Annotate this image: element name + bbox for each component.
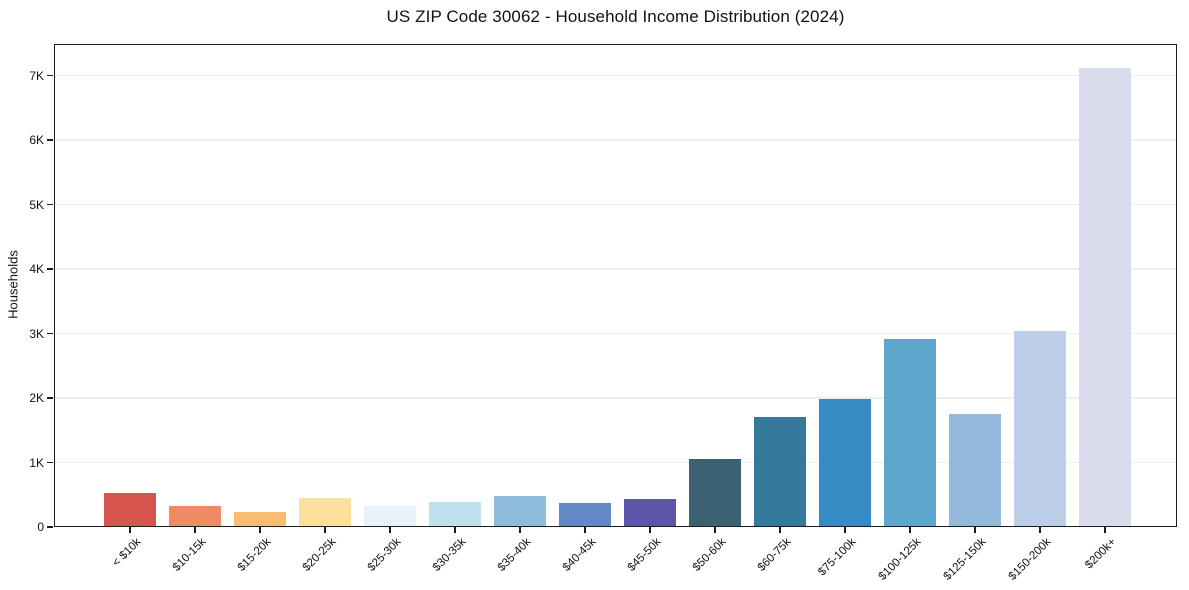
y-tick-label: 6K xyxy=(29,133,44,148)
gridline xyxy=(55,139,1176,141)
x-tick-mark xyxy=(389,527,391,533)
bar-40-45k xyxy=(559,503,611,527)
y-tick-mark xyxy=(47,139,53,141)
x-tick-mark xyxy=(649,527,651,533)
gridline xyxy=(55,461,1176,464)
y-tick-mark xyxy=(47,397,53,399)
bar-20-25k xyxy=(299,497,351,527)
x-tick-mark xyxy=(714,527,716,533)
plot-area xyxy=(54,44,1177,527)
bar-100-125k xyxy=(884,339,936,527)
bar-25-30k xyxy=(364,505,416,527)
y-tick-label: 7K xyxy=(29,68,44,83)
gridline xyxy=(55,203,1176,206)
bar-200k xyxy=(1079,67,1131,527)
x-tick-mark xyxy=(454,527,456,533)
gridline xyxy=(55,74,1176,77)
x-tick-mark xyxy=(1039,527,1041,533)
bar-35-40k xyxy=(494,496,546,527)
y-tick-label: 1K xyxy=(29,455,44,470)
y-tick-label: 3K xyxy=(29,326,44,341)
y-tick-label: 0 xyxy=(37,520,44,534)
x-tick-mark xyxy=(324,527,326,533)
y-tick-mark xyxy=(47,74,53,77)
axes-spines xyxy=(54,44,1177,527)
x-tick-mark xyxy=(584,527,586,533)
y-tick-mark xyxy=(47,203,53,206)
gridline xyxy=(55,268,1176,270)
bar-10-15k xyxy=(169,506,221,527)
bar-75-100k xyxy=(819,399,871,527)
x-tick-mark xyxy=(909,527,911,533)
y-tick-mark xyxy=(47,461,53,464)
x-tick-mark xyxy=(974,527,976,533)
y-tick-mark xyxy=(47,332,53,335)
y-tick-mark xyxy=(47,268,53,270)
x-tick-mark xyxy=(129,527,131,533)
y-tick-label: 2K xyxy=(29,391,44,406)
x-tick-mark xyxy=(194,527,196,533)
x-tick-mark xyxy=(779,527,781,533)
gridline xyxy=(55,397,1176,399)
x-tick-mark xyxy=(1104,527,1106,533)
gridline xyxy=(55,332,1176,335)
bar-30-35k xyxy=(429,501,481,527)
bar-150-200k xyxy=(1014,330,1066,527)
x-tick-mark xyxy=(844,527,846,533)
y-tick-mark xyxy=(47,526,53,528)
x-tick-mark xyxy=(259,527,261,533)
x-tick-mark xyxy=(519,527,521,533)
bar-60-75k xyxy=(754,417,806,527)
bar-15-20k xyxy=(234,511,286,527)
y-tick-label: 5K xyxy=(29,197,44,212)
bar-50-60k xyxy=(689,459,741,527)
bar-10k xyxy=(104,493,156,527)
y-tick-label: 4K xyxy=(29,262,44,277)
chart-title: US ZIP Code 30062 - Household Income Dis… xyxy=(386,7,845,26)
bar-125-150k xyxy=(949,413,1001,527)
bar-45-50k xyxy=(624,498,676,527)
x-tick-label: < $10k xyxy=(110,536,144,570)
